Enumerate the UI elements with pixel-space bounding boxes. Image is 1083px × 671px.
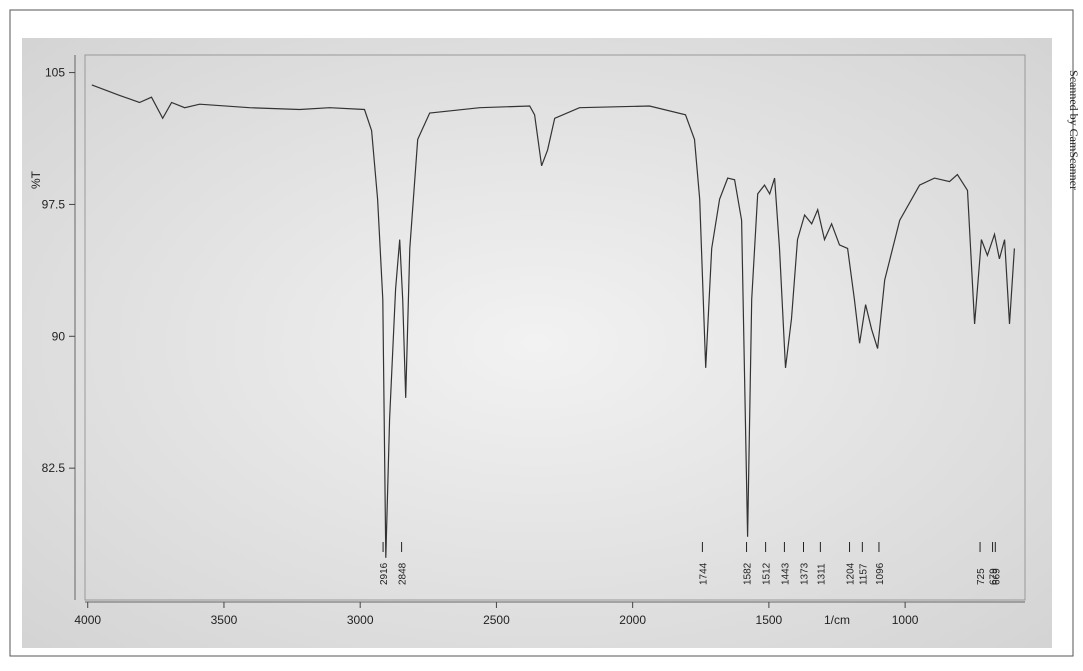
spectrum-line [91,84,1015,558]
x-tick-label: 4000 [74,613,101,627]
y-tick-label: 90 [52,329,66,343]
peak-label: 1157 [858,563,869,585]
y-tick-label: 105 [45,66,65,80]
x-tick-label: 1000 [892,613,919,627]
peak-label: 1512 [762,562,773,585]
peak-label: 1582 [743,562,754,585]
peak-label: 1204 [846,562,857,585]
peak-label: 669 [991,568,1002,585]
watermark: Scanned by CamScanner [1067,70,1081,190]
x-tick-label: 3000 [347,613,374,627]
peak-label: 1744 [698,562,709,585]
x-tick-label: 1500 [756,613,783,627]
plot: 105 97.5 90 82.5 4000 3500 3000 2500 2000 1500 100… [42,55,1025,627]
x-tick-label: 2000 [619,613,646,627]
scan-background [22,38,1052,648]
peak-label: 2848 [398,562,409,585]
peak-label: 1373 [799,562,810,585]
y-tick-label: 82.5 [42,461,66,475]
peak-label: 1096 [875,562,886,585]
y-tick-label: 97.5 [42,197,66,211]
plot-box [84,54,1026,601]
peak-label: 679 [989,568,1000,585]
x-tick-label: 2500 [483,613,510,627]
peak-label: 1443 [780,562,791,585]
peak-label: 1311 [816,563,827,585]
x-tick-label: 3500 [211,613,238,627]
peak-label: 725 [976,568,987,585]
y-axis-label: %T [29,170,43,189]
peak-label: 2916 [379,562,390,585]
x-axis-label: 1/cm [824,613,850,627]
